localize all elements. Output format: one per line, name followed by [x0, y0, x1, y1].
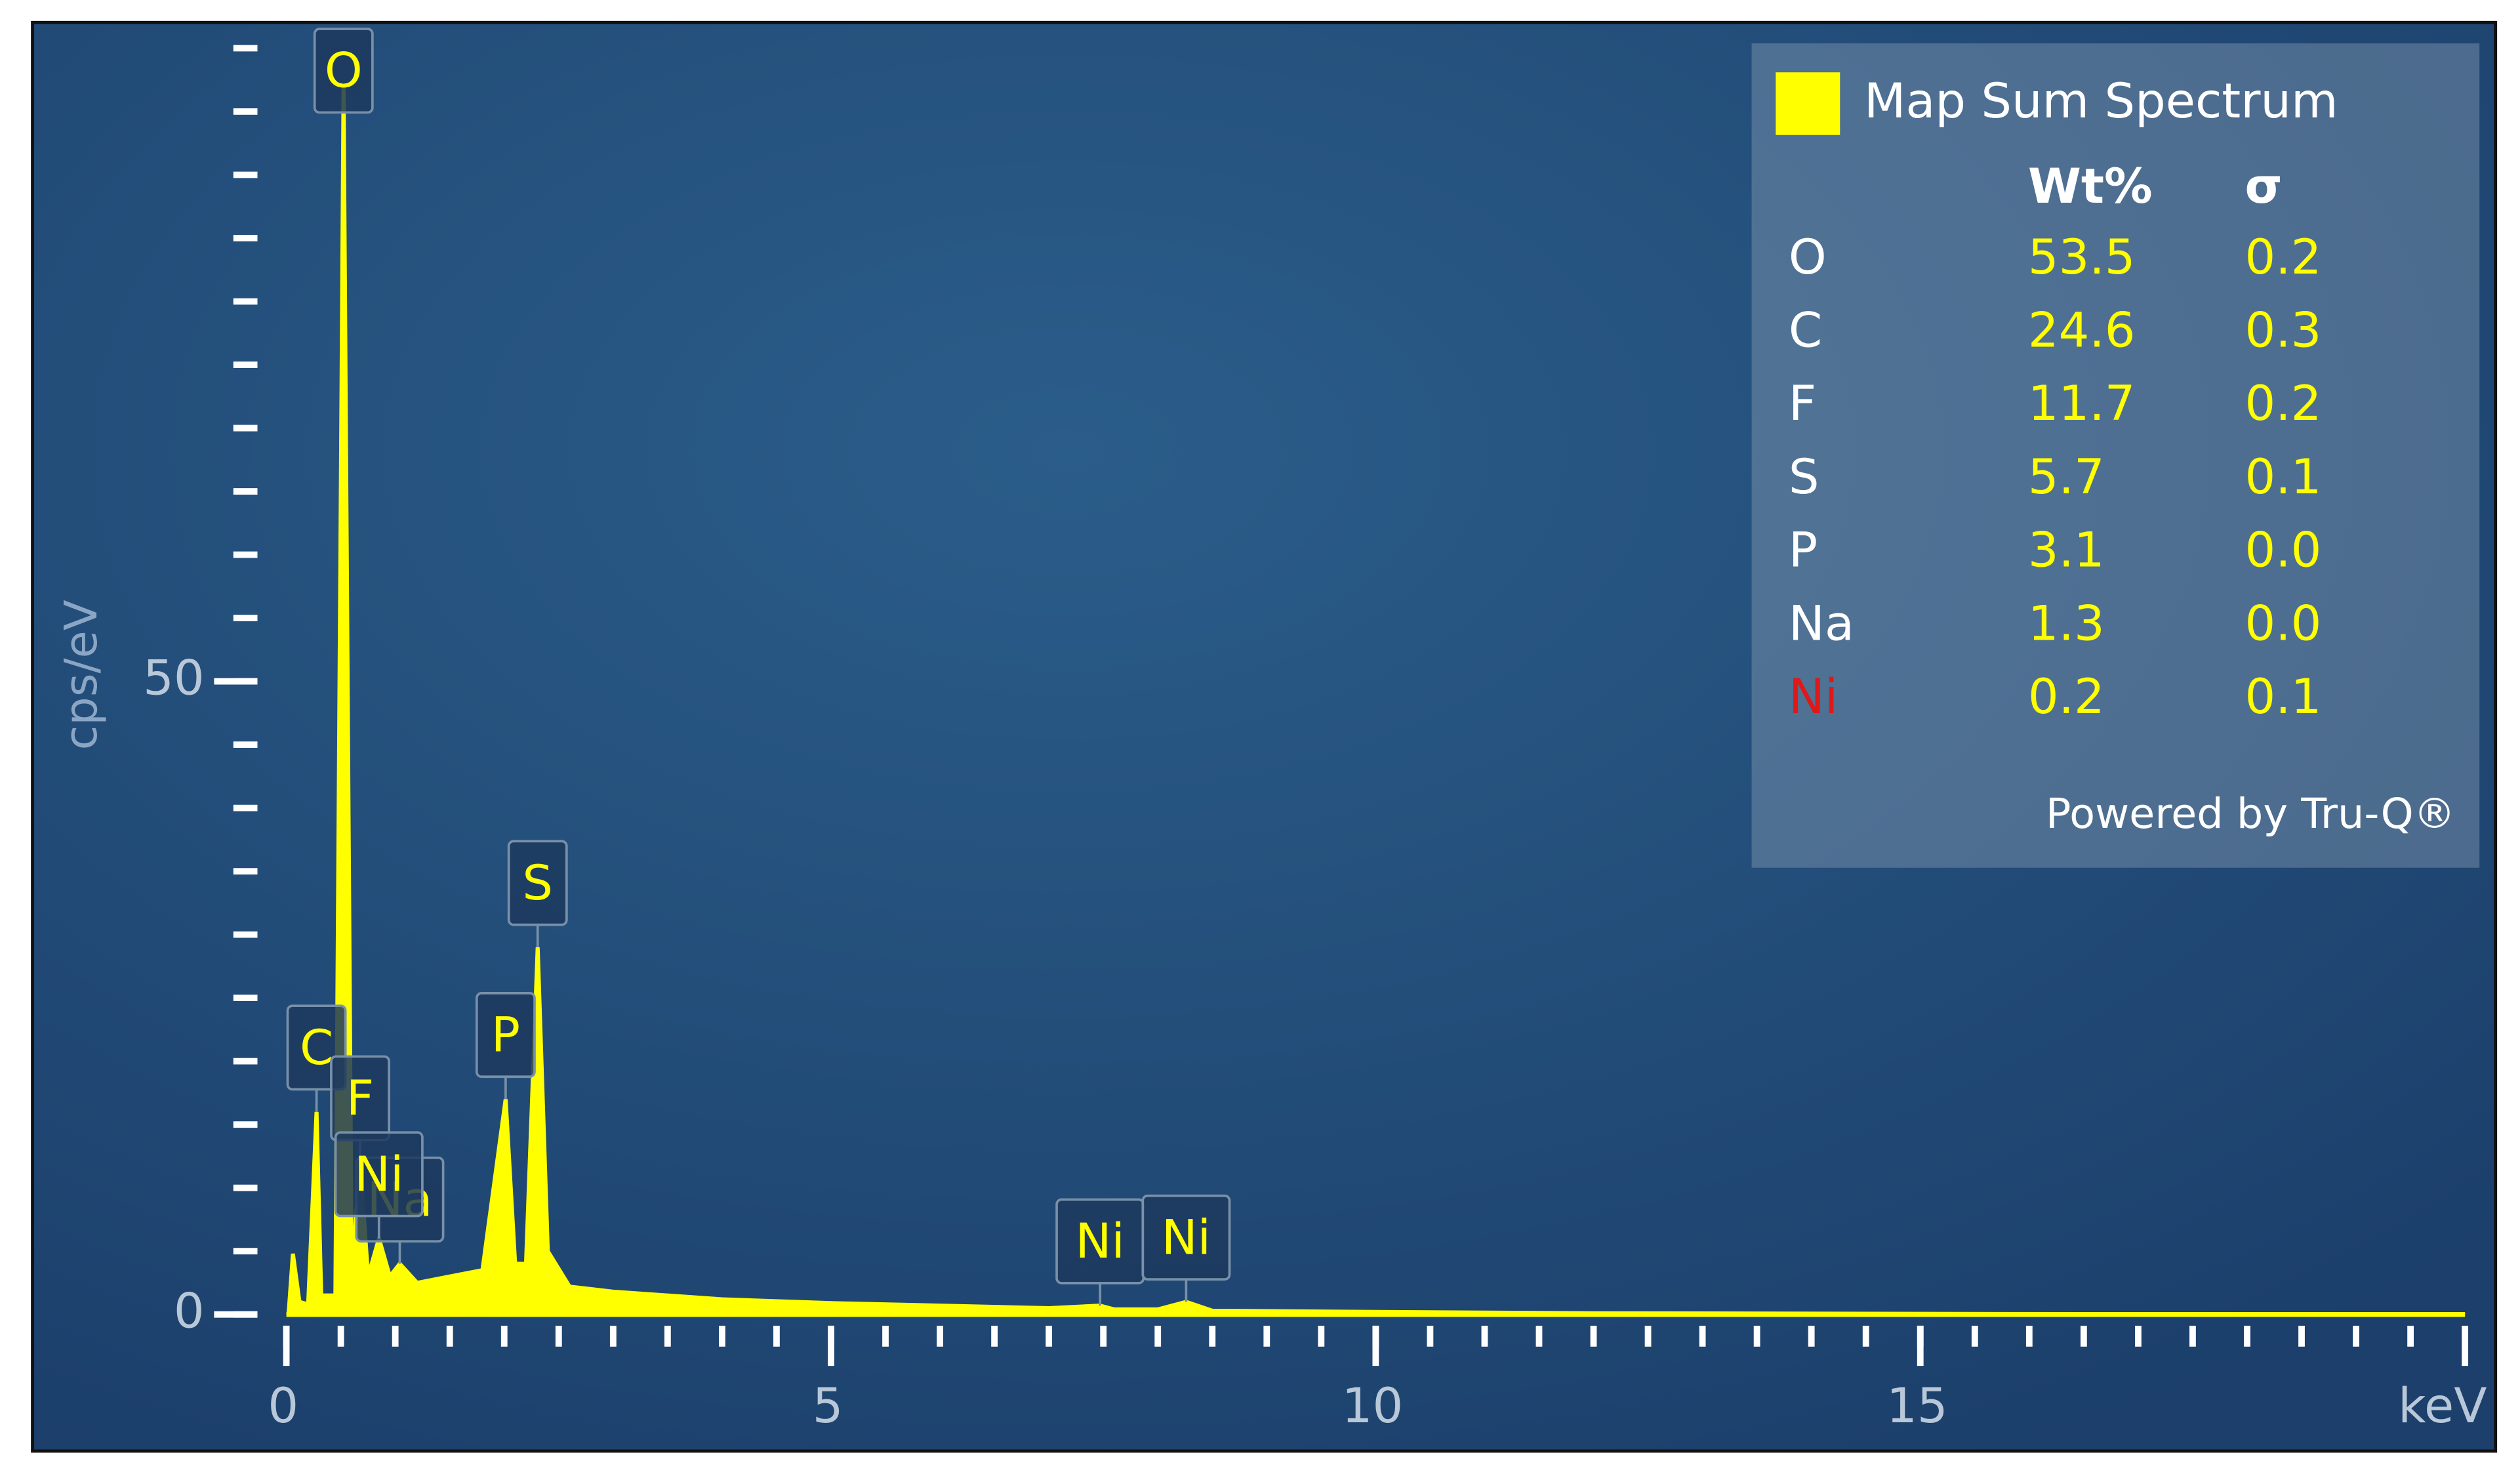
y-axis-label: cps/eV: [55, 600, 108, 750]
weight-percent: 5.7: [2028, 449, 2105, 505]
sigma: 0.2: [2245, 376, 2322, 432]
sigma: 0.0: [2245, 596, 2322, 651]
y-tick-label: 50: [143, 651, 205, 707]
element: F: [1789, 376, 1816, 432]
element: Ni: [1789, 669, 1838, 725]
element: Na: [1789, 596, 1854, 651]
results-footer: Powered by Tru-Q®: [2046, 790, 2455, 838]
element: C: [1789, 303, 1822, 359]
peak-label: Ni: [1055, 1198, 1145, 1306]
sigma: 0.0: [2245, 523, 2322, 579]
column-header: σ: [2245, 159, 2283, 215]
element: P: [1789, 523, 1818, 579]
x-tick-label: 5: [813, 1378, 843, 1434]
peak-label: Ni: [1141, 1194, 1231, 1302]
peak-label-text: O: [325, 43, 363, 99]
column-header: Wt%: [2028, 159, 2153, 215]
peak-label: P: [475, 992, 536, 1100]
peak-label: S: [507, 840, 568, 947]
legend-swatch: [1776, 72, 1840, 135]
peak-label-text: Ni: [1162, 1210, 1211, 1265]
x-axis-label: keV: [2398, 1378, 2487, 1434]
sigma: 0.1: [2245, 449, 2322, 505]
weight-percent: 53.5: [2028, 230, 2136, 285]
peak-label-text: Ni: [354, 1147, 403, 1202]
spectrum: [286, 86, 2466, 1317]
peak-label-text: C: [300, 1020, 333, 1076]
x-tick-label: 0: [268, 1378, 298, 1434]
peak-label-box: [507, 840, 568, 926]
peak-label-box: [334, 1131, 424, 1218]
x-tick-label: 10: [1342, 1378, 1404, 1434]
peak-label-text: S: [522, 855, 553, 911]
results-title: Map Sum Spectrum: [1864, 73, 2338, 129]
sigma: 0.1: [2245, 669, 2322, 725]
peak-label-box: [313, 28, 374, 114]
weight-percent: 0.2: [2028, 669, 2105, 725]
peak-label-text: F: [346, 1071, 374, 1126]
x-tick-label: 15: [1886, 1378, 1948, 1434]
peak-label: F: [330, 1055, 390, 1163]
results-panel: [1751, 43, 2480, 868]
element: O: [1789, 230, 1827, 285]
weight-percent: 11.7: [2028, 376, 2136, 432]
peak-label: Ni: [334, 1131, 424, 1239]
peak-label-box: [475, 992, 536, 1079]
peak-label-text: Ni: [1076, 1214, 1125, 1269]
weight-percent: 1.3: [2028, 596, 2105, 651]
y-tick-label: 0: [174, 1284, 205, 1340]
sigma: 0.3: [2245, 303, 2322, 359]
weight-percent: 24.6: [2028, 303, 2136, 359]
weight-percent: 3.1: [2028, 523, 2105, 579]
spectrum-area: [288, 86, 2466, 1315]
peak-label: O: [313, 28, 374, 114]
peak-label-box: [1141, 1194, 1231, 1281]
element: S: [1789, 449, 1819, 505]
peak-label-text: P: [491, 1007, 520, 1063]
sigma: 0.2: [2245, 230, 2322, 285]
